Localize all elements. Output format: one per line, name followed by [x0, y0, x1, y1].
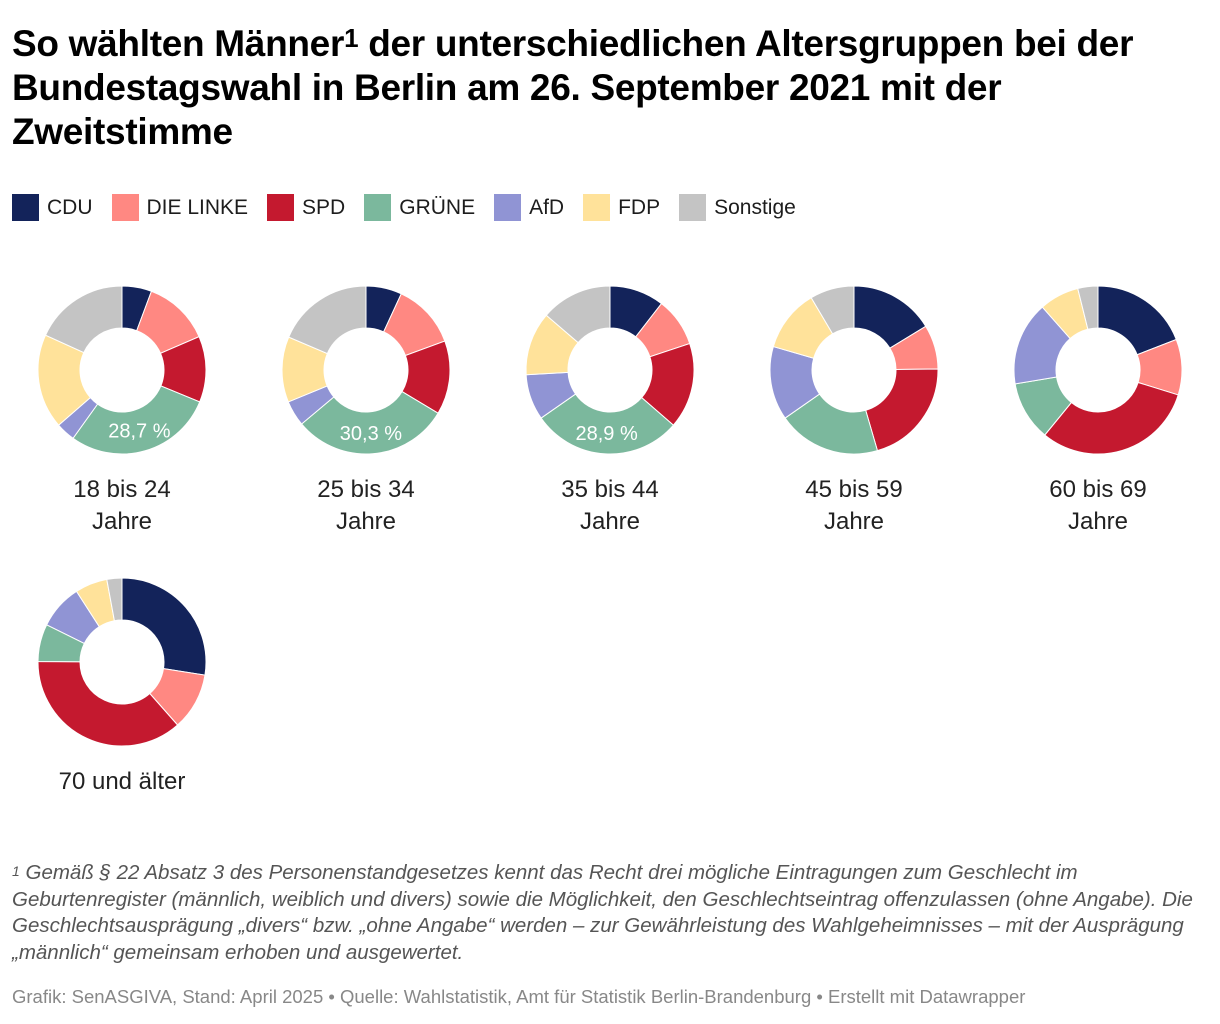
- donut-value-label: 28,7 %: [108, 421, 170, 443]
- donut-category-label: 35 bis 44 Jahre: [500, 474, 720, 538]
- donut-slice-sonstige: [545, 285, 611, 344]
- legend-label: AfD: [529, 195, 565, 219]
- donut-slice-sonstige: [810, 285, 855, 335]
- legend-item-afd: AfD: [494, 194, 564, 221]
- donut-category-label-line: 70 und älter: [58, 768, 186, 795]
- donut-slice-gruene: [540, 393, 675, 455]
- legend-swatch: [267, 194, 295, 221]
- footnote-marker: 1: [12, 863, 20, 879]
- legend-swatch: [111, 194, 139, 221]
- donut-chart-70-und-aelter: [37, 577, 207, 747]
- donut-slice-sonstige: [1077, 285, 1099, 330]
- donut-value-label: 28,9 %: [576, 423, 638, 445]
- donut-category-label: 45 bis 59 Jahre: [744, 474, 964, 538]
- legend-swatch: [12, 194, 39, 221]
- donut-category-label: 70 und älter: [12, 766, 232, 798]
- donut-chart-35-bis-44-jahre: 28,9 %: [525, 285, 695, 455]
- legend-swatch: [364, 194, 392, 221]
- donut-category-label-line: 18 bis 24: [73, 476, 171, 503]
- credits: Grafik: SenASGIVA, Stand: April 2025 • Q…: [12, 986, 1026, 1007]
- legend-label: Sonstige: [714, 195, 796, 219]
- legend-label: CDU: [47, 195, 93, 219]
- legend: CDU DIE LINKE SPD GRÜNE AfD FDP Sonstige: [12, 194, 815, 221]
- donut-slice-spd: [1044, 381, 1179, 455]
- donut-category-label: 60 bis 69 Jahre: [988, 474, 1208, 538]
- legend-label: SPD: [302, 195, 346, 219]
- donut-category-label-line: Jahre: [823, 508, 885, 535]
- legend-swatch: [679, 194, 707, 221]
- donut-slice-spd: [865, 368, 939, 452]
- donut-category-label-line: 60 bis 69: [1049, 476, 1147, 503]
- donut-chart-45-bis-59-jahre: [769, 285, 939, 455]
- title-footnote-marker: 1: [344, 23, 359, 53]
- donut-category-label: 25 bis 34 Jahre: [256, 474, 476, 538]
- legend-item-linke: DIE LINKE: [111, 194, 249, 221]
- donut-slice-sonstige: [44, 285, 123, 354]
- donut-category-label-line: Jahre: [91, 508, 153, 535]
- legend-swatch: [494, 194, 522, 221]
- legend-swatch: [583, 194, 611, 221]
- legend-item-sonstige: Sonstige: [679, 194, 796, 221]
- donut-chart-60-bis-69-jahre: [1013, 285, 1183, 455]
- footnote-text: Gemäß § 22 Absatz 3 des Personenstandges…: [12, 861, 1193, 964]
- donut-chart-25-bis-34-jahre: 30,3 %: [281, 285, 451, 455]
- legend-item-cdu: CDU: [12, 194, 93, 221]
- title-text: So wählten Männer: [12, 23, 345, 64]
- donut-slice-sonstige: [106, 577, 123, 622]
- donut-slice-gruene: [300, 390, 439, 455]
- donut-chart-18-bis-24-jahre: 28,7 %: [37, 285, 207, 455]
- footnote: 1 Gemäß § 22 Absatz 3 des Personenstandg…: [12, 860, 1207, 966]
- donut-category-label-line: 35 bis 44: [561, 476, 659, 503]
- donut-category-label-line: 25 bis 34: [317, 476, 415, 503]
- donut-category-label-line: Jahre: [1067, 508, 1129, 535]
- donut-slice-sonstige: [288, 285, 367, 355]
- donut-slice-spd: [37, 660, 179, 747]
- title-text-rest: der unterschiedlichen Altersgruppen bei …: [12, 23, 1134, 152]
- donut-value-label: 30,3 %: [340, 423, 402, 445]
- legend-item-gruene: GRÜNE: [364, 194, 475, 221]
- donut-slice-gruene: [72, 385, 201, 455]
- legend-item-fdp: FDP: [583, 194, 660, 221]
- chart-title: So wählten Männer1 der unterschiedlichen…: [12, 22, 1202, 154]
- donut-category-label: 18 bis 24 Jahre: [12, 474, 232, 538]
- legend-item-spd: SPD: [267, 194, 345, 221]
- legend-label: GRÜNE: [399, 195, 476, 219]
- donut-category-label-line: 45 bis 59: [805, 476, 903, 503]
- donut-category-label-line: Jahre: [335, 508, 397, 535]
- legend-label: DIE LINKE: [146, 195, 249, 219]
- donut-slice-cdu: [121, 577, 207, 676]
- donut-category-label-line: Jahre: [579, 508, 641, 535]
- legend-label: FDP: [618, 195, 661, 219]
